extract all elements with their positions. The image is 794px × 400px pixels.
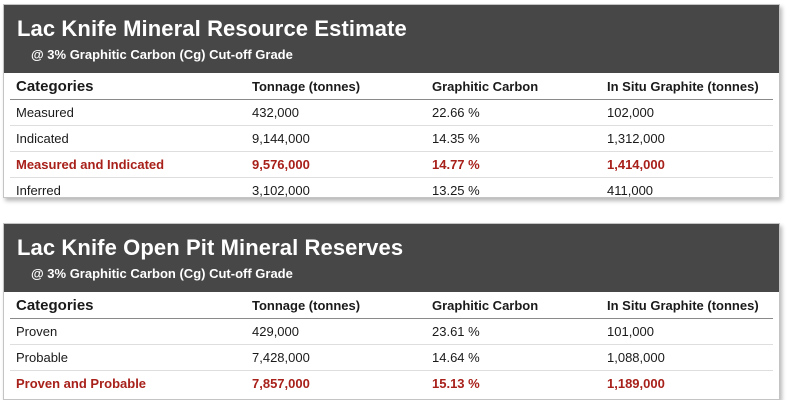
row-category: Measured (10, 99, 246, 126)
row-in-situ-graphite: 101,000 (601, 318, 773, 345)
row-in-situ-graphite: 1,414,000 (601, 151, 773, 178)
reserves-panel: Lac Knife Open Pit Mineral Reserves @ 3%… (3, 223, 780, 400)
column-header-in-situ-graphite: In Situ Graphite (tonnes) (601, 292, 773, 319)
resource-subtitle: @ 3% Graphitic Carbon (Cg) Cut-off Grade (31, 47, 293, 62)
row-graphitic-carbon: 14.35 % (426, 125, 601, 152)
row-tonnage: 7,857,000 (252, 376, 310, 391)
column-header-categories: Categories (10, 73, 246, 100)
row-tonnage: 7,428,000 (246, 344, 426, 371)
column-header-graphitic-carbon: Graphitic Carbon (426, 73, 601, 100)
table-header-row: Categories Tonnage (tonnes) Graphitic Ca… (10, 73, 773, 100)
row-tonnage: 432,000 (246, 99, 426, 126)
row-category: Inferred (16, 183, 61, 198)
resource-estimate-panel: Lac Knife Mineral Resource Estimate @ 3%… (3, 4, 780, 198)
resource-title: Lac Knife Mineral Resource Estimate (17, 16, 407, 41)
reserves-table: Categories Tonnage (tonnes) Graphitic Ca… (10, 292, 773, 396)
row-in-situ-graphite: 411,000 (607, 183, 654, 198)
table-row: Measured 432,000 22.66 % 102,000 (10, 99, 773, 126)
row-graphitic-carbon: 13.25 % (432, 183, 480, 198)
table-row: Inferred 3,102,000 13.25 % 411,000 (10, 178, 773, 204)
column-header-categories: Categories (10, 292, 246, 319)
row-in-situ-graphite: 1,088,000 (601, 344, 773, 371)
row-category: Measured and Indicated (10, 151, 246, 178)
reserves-header: Lac Knife Open Pit Mineral Reserves @ 3%… (4, 224, 779, 292)
column-header-tonnage: Tonnage (tonnes) (246, 73, 426, 100)
table-row: Proven 429,000 23.61 % 101,000 (10, 318, 773, 345)
row-graphitic-carbon: 14.77 % (426, 151, 601, 178)
reserves-subtitle: @ 3% Graphitic Carbon (Cg) Cut-off Grade (31, 266, 293, 281)
column-header-in-situ-graphite: In Situ Graphite (tonnes) (601, 73, 773, 100)
row-tonnage: 9,576,000 (246, 151, 426, 178)
reserves-title: Lac Knife Open Pit Mineral Reserves (17, 235, 404, 260)
row-in-situ-graphite: 1,312,000 (601, 125, 773, 152)
row-graphitic-carbon: 15.13 % (432, 376, 480, 391)
column-header-tonnage: Tonnage (tonnes) (246, 292, 426, 319)
resource-table: Categories Tonnage (tonnes) Graphitic Ca… (10, 73, 773, 203)
column-header-graphitic-carbon: Graphitic Carbon (426, 292, 601, 319)
row-category: Proven (10, 318, 246, 345)
row-graphitic-carbon: 23.61 % (426, 318, 601, 345)
row-graphitic-carbon: 22.66 % (426, 99, 601, 126)
table-header-row: Categories Tonnage (tonnes) Graphitic Ca… (10, 292, 773, 319)
row-in-situ-graphite: 102,000 (601, 99, 773, 126)
table-row: Indicated 9,144,000 14.35 % 1,312,000 (10, 125, 773, 152)
resource-header: Lac Knife Mineral Resource Estimate @ 3%… (4, 5, 779, 73)
row-tonnage: 3,102,000 (252, 183, 310, 198)
row-category: Proven and Probable (16, 376, 147, 391)
table-row-total: Measured and Indicated 9,576,000 14.77 %… (10, 151, 773, 178)
table-row: Probable 7,428,000 14.64 % 1,088,000 (10, 344, 773, 371)
row-tonnage: 429,000 (246, 318, 426, 345)
row-category: Indicated (10, 125, 246, 152)
row-tonnage: 9,144,000 (246, 125, 426, 152)
table-row-total: Proven and Probable 7,857,000 15.13 % 1,… (10, 371, 773, 397)
row-in-situ-graphite: 1,189,000 (607, 376, 665, 391)
row-category: Probable (10, 344, 246, 371)
row-graphitic-carbon: 14.64 % (426, 344, 601, 371)
